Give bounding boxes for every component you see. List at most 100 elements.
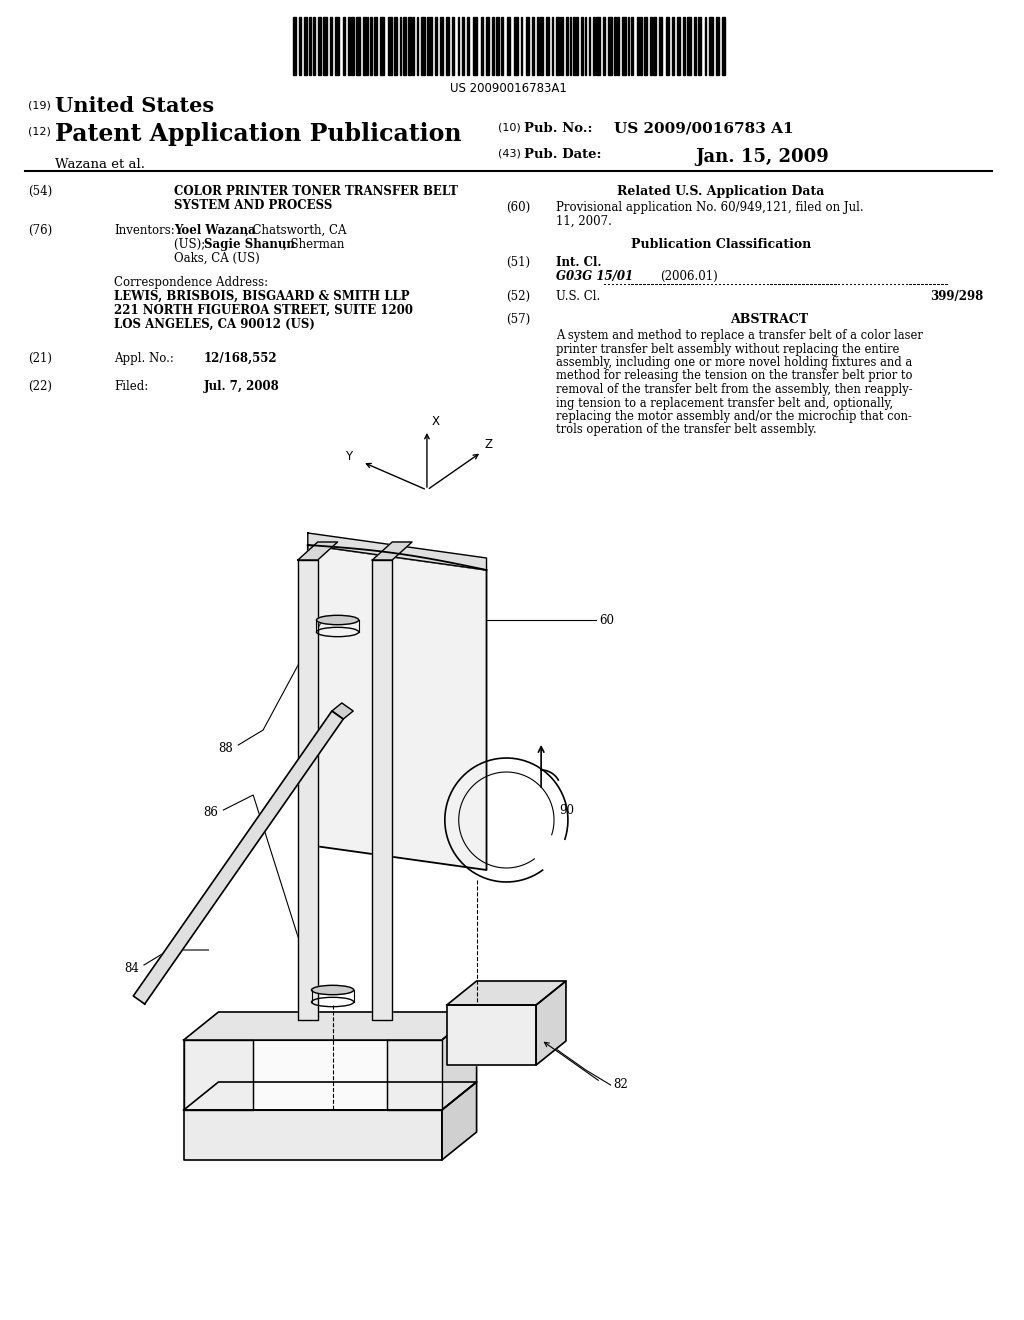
Bar	[514, 17, 518, 75]
Bar	[403, 17, 407, 75]
Text: trols operation of the transfer belt assembly.: trols operation of the transfer belt ass…	[556, 424, 817, 437]
Text: Jan. 15, 2009: Jan. 15, 2009	[695, 148, 828, 166]
Text: (19): (19)	[28, 100, 50, 110]
Bar	[672, 17, 674, 75]
Bar	[462, 17, 464, 75]
Text: Sagie Shanun: Sagie Shanun	[204, 238, 295, 251]
Text: Patent Application Publication: Patent Application Publication	[54, 121, 461, 147]
Text: assembly, including one or more novel holding fixtures and a: assembly, including one or more novel ho…	[556, 356, 912, 370]
Bar	[467, 17, 469, 75]
Bar	[435, 17, 437, 75]
Text: 11, 2007.: 11, 2007.	[556, 215, 612, 228]
Polygon shape	[253, 1040, 387, 1110]
Text: (60): (60)	[507, 201, 530, 214]
Text: United States: United States	[54, 96, 214, 116]
Text: 86: 86	[204, 807, 218, 820]
Bar	[575, 17, 578, 75]
Text: Publication Classification: Publication Classification	[631, 238, 811, 251]
Text: Correspondence Address:: Correspondence Address:	[115, 276, 268, 289]
Bar	[409, 17, 411, 75]
Polygon shape	[308, 533, 486, 570]
Polygon shape	[183, 1040, 441, 1110]
Bar	[421, 17, 425, 75]
Text: 88: 88	[218, 742, 233, 755]
Bar	[493, 17, 495, 75]
Polygon shape	[441, 1012, 476, 1110]
Bar	[356, 17, 360, 75]
Bar	[694, 17, 696, 75]
Text: Int. Cl.: Int. Cl.	[556, 256, 601, 269]
Bar	[644, 17, 647, 75]
Polygon shape	[183, 1110, 441, 1160]
Bar	[637, 17, 639, 75]
Bar	[304, 17, 307, 75]
Text: (2006.01): (2006.01)	[660, 271, 718, 282]
Bar	[677, 17, 680, 75]
Bar	[427, 17, 429, 75]
Bar	[532, 17, 535, 75]
Bar	[485, 17, 489, 75]
Text: (76): (76)	[28, 224, 52, 238]
Polygon shape	[298, 560, 317, 1020]
Text: 82: 82	[613, 1078, 629, 1092]
Bar	[667, 17, 670, 75]
Text: Yoel Wazana: Yoel Wazana	[174, 224, 255, 238]
Bar	[335, 17, 339, 75]
Text: printer transfer belt assembly without replacing the entire: printer transfer belt assembly without r…	[556, 342, 899, 355]
Bar	[596, 17, 600, 75]
Text: Appl. No.:: Appl. No.:	[115, 352, 174, 366]
Text: G03G 15/01: G03G 15/01	[556, 271, 633, 282]
Bar	[317, 17, 321, 75]
Text: method for releasing the tension on the transfer belt prior to: method for releasing the tension on the …	[556, 370, 912, 383]
Ellipse shape	[311, 985, 353, 995]
Text: (21): (21)	[28, 352, 52, 366]
Text: ABSTRACT: ABSTRACT	[730, 313, 809, 326]
Bar	[526, 17, 529, 75]
Bar	[480, 17, 482, 75]
Bar	[364, 17, 367, 75]
Polygon shape	[183, 1040, 253, 1110]
Text: LOS ANGELES, CA 90012 (US): LOS ANGELES, CA 90012 (US)	[115, 318, 315, 331]
Text: replacing the motor assembly and/or the microchip that con-: replacing the motor assembly and/or the …	[556, 411, 912, 422]
Text: 60: 60	[600, 614, 614, 627]
Polygon shape	[332, 704, 353, 719]
Polygon shape	[373, 560, 392, 1020]
Bar	[380, 17, 384, 75]
Bar	[343, 17, 344, 75]
Text: (10): (10)	[499, 121, 521, 132]
Polygon shape	[308, 545, 486, 870]
Text: US 2009/0016783 A1: US 2009/0016783 A1	[613, 121, 794, 136]
Bar	[299, 17, 301, 75]
Ellipse shape	[316, 615, 358, 624]
Text: Z: Z	[484, 438, 493, 451]
Text: X: X	[432, 414, 440, 428]
Bar	[452, 17, 454, 75]
Bar	[445, 17, 449, 75]
Text: 12/168,552: 12/168,552	[204, 352, 278, 366]
Bar	[698, 17, 701, 75]
Bar	[572, 17, 574, 75]
Text: Y: Y	[345, 450, 352, 463]
Bar	[293, 17, 296, 75]
Bar	[722, 17, 725, 75]
Text: (52): (52)	[507, 290, 530, 304]
Text: Pub. No.:: Pub. No.:	[524, 121, 593, 135]
Polygon shape	[373, 543, 412, 560]
Bar	[540, 17, 543, 75]
Text: removal of the transfer belt from the assembly, then reapply-: removal of the transfer belt from the as…	[556, 383, 912, 396]
Text: (12): (12)	[28, 125, 50, 136]
Bar	[632, 17, 634, 75]
Bar	[659, 17, 663, 75]
Bar	[566, 17, 568, 75]
Bar	[312, 17, 314, 75]
Text: (22): (22)	[28, 380, 52, 393]
Text: COLOR PRINTER TONER TRANSFER BELT: COLOR PRINTER TONER TRANSFER BELT	[174, 185, 458, 198]
Bar	[709, 17, 713, 75]
Text: (US);: (US);	[174, 238, 209, 251]
Text: Inventors:: Inventors:	[115, 224, 175, 238]
Bar	[640, 17, 642, 75]
Bar	[330, 17, 332, 75]
Text: 90: 90	[559, 804, 574, 817]
Bar	[473, 17, 476, 75]
Bar	[440, 17, 442, 75]
